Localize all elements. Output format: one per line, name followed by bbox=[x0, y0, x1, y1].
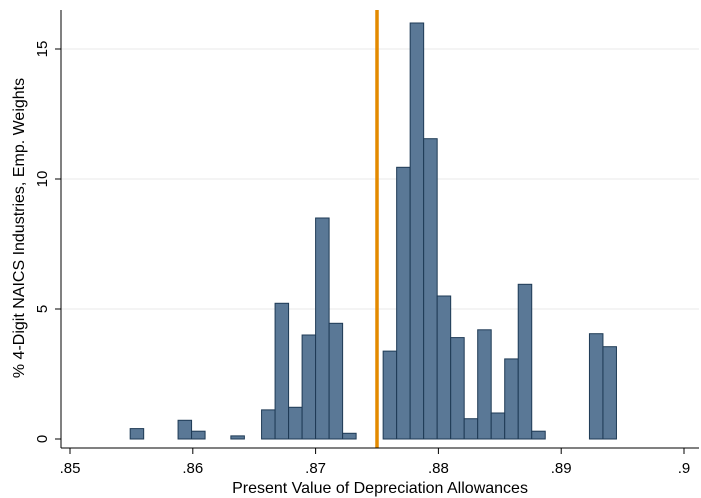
x-tick-label: .85 bbox=[60, 460, 81, 477]
x-tick-label: .88 bbox=[428, 460, 449, 477]
histogram-bar bbox=[423, 138, 438, 440]
histogram-bar bbox=[177, 419, 193, 440]
histogram-bar bbox=[274, 302, 290, 440]
histogram-bar bbox=[531, 430, 546, 440]
axes bbox=[55, 10, 699, 454]
histogram-bar bbox=[230, 435, 245, 440]
y-tick-label: 15 bbox=[34, 41, 51, 58]
y-axis-label: % 4-Digit NAICS Industries, Emp. Weights bbox=[11, 78, 28, 378]
gridlines bbox=[61, 48, 699, 310]
histogram-bar bbox=[477, 329, 492, 440]
histogram-bar bbox=[436, 295, 452, 440]
y-tick-label: 5 bbox=[34, 305, 51, 313]
histogram-bar bbox=[129, 428, 145, 440]
histogram-bar bbox=[301, 334, 317, 440]
histogram-bar bbox=[396, 166, 411, 440]
histogram-bar bbox=[342, 432, 357, 440]
y-tick-label: 0 bbox=[34, 435, 51, 443]
histogram-bar bbox=[288, 406, 303, 440]
histogram-bar bbox=[315, 217, 330, 440]
y-tick-label: 10 bbox=[34, 171, 51, 188]
histogram-bar bbox=[450, 337, 465, 440]
x-tick-label: .9 bbox=[678, 460, 691, 477]
histogram-bar bbox=[409, 22, 425, 440]
histogram-bar bbox=[588, 333, 604, 440]
histogram-bar bbox=[490, 412, 506, 440]
histogram-bar bbox=[504, 358, 519, 440]
histogram-bar bbox=[517, 283, 533, 440]
histogram-bars bbox=[129, 22, 617, 440]
x-tick-label: .86 bbox=[182, 460, 203, 477]
histogram-bar bbox=[261, 409, 276, 440]
histogram-bar bbox=[382, 350, 398, 440]
x-axis-label: Present Value of Depreciation Allowances bbox=[232, 480, 528, 497]
histogram-bar bbox=[602, 346, 617, 440]
x-tick-label: .89 bbox=[551, 460, 572, 477]
histogram-bar bbox=[328, 322, 344, 440]
histogram-bar bbox=[463, 418, 479, 440]
histogram-bar bbox=[191, 430, 206, 440]
tick-labels: 0 5 10 15 .85 .86 .87 .88 .89 .9 bbox=[34, 41, 690, 477]
x-tick-label: .87 bbox=[305, 460, 326, 477]
